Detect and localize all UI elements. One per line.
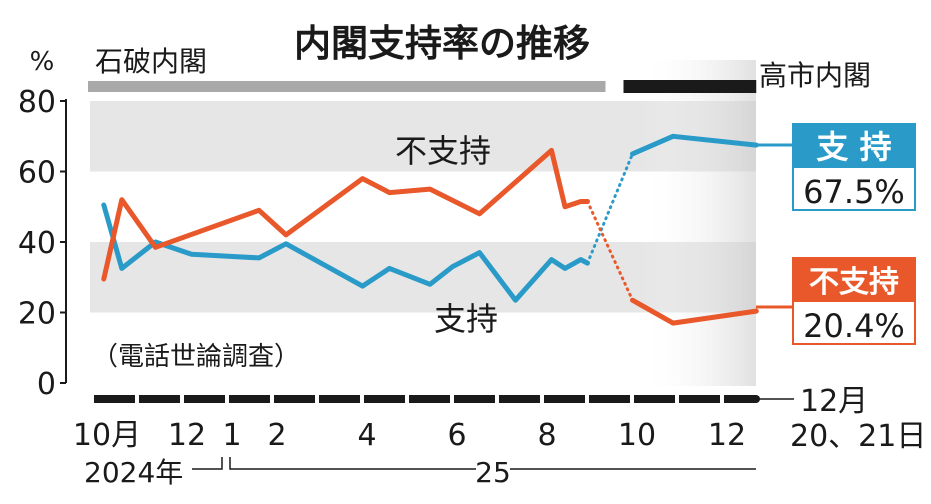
era-bar-1 [623,80,757,93]
x-tick-label-0: 10月 [73,418,141,453]
x-axis-separator-9 [495,393,499,405]
x-axis-separator-3 [225,393,229,405]
x-axis-separator-4 [270,393,274,405]
cabinet-eras: 石破内閣 高市内閣 [88,45,871,93]
x-tick-label-5: 6 [447,418,466,453]
series-label-approval: 支持 [434,300,498,338]
takaichi-period-shade [640,60,756,386]
latest-date-marker [752,395,760,403]
latest-box-disapproval: 不支持 20.4% [756,257,916,345]
x-axis-separator-1 [135,393,139,405]
x-axis-separator-2 [180,393,184,405]
x-tick-label-4: 4 [357,418,376,453]
year-label-2024: 2024年 [84,456,183,489]
x-axis-separator-14 [720,393,724,405]
x-tick-label-6: 8 [537,418,556,453]
x-tick-label-2: 1 [222,418,241,453]
series-line-0-segment-0 [101,202,590,303]
series-line-1-segment-1 [586,200,634,302]
y-axis: 0 20 40 60 80 [18,85,67,402]
x-axis: 10月 12 1 2 4 6 8 10 12 [73,393,794,453]
x-axis-separator-0 [90,393,94,405]
survey-note: （電話世論調査） [92,342,300,372]
year-brackets: 2024年 25 [84,456,756,489]
x-axis-band [90,395,756,403]
x-axis-separator-5 [315,393,319,405]
series-line-1-segment-0 [101,147,590,282]
y-axis-unit: % [30,47,55,77]
latest-label-approval: 支 持 [816,128,891,166]
y-tick-label-20: 20 [18,297,56,332]
x-axis-separator-8 [450,393,454,405]
latest-label-disapproval: 不支持 [809,265,899,300]
y-tick-label-40: 40 [18,226,56,261]
series-line-1-segment-2 [630,297,759,326]
series-line-0-segment-2 [630,133,759,157]
x-tick-label-1: 12 [168,418,206,453]
latest-value-disapproval: 20.4% [803,307,905,345]
x-tick-label-3: 2 [267,418,286,453]
series-line-0-segment-1 [586,152,634,265]
x-axis-separator-11 [585,393,589,405]
y-tick-label-60: 60 [18,156,56,191]
era-label-0: 石破内閣 [95,45,207,78]
x-axis-separator-6 [360,393,364,405]
era-bar-0 [88,81,606,92]
x-axis-separator-12 [630,393,634,405]
x-axis-separator-13 [675,393,679,405]
latest-date-month: 12月 [800,384,868,419]
era-label-1: 高市内閣 [759,59,871,92]
x-axis-separator-7 [405,393,409,405]
y-tick-label-0: 0 [37,367,56,402]
latest-box-approval: 支 持 67.5% [756,123,916,211]
year-label-2025: 25 [475,456,511,489]
y-tick-label-80: 80 [18,85,56,120]
latest-value-approval: 67.5% [803,173,905,211]
series-lines [101,133,759,326]
latest-date-days: 20、21日 [790,419,926,454]
x-tick-label-7: 10 [618,418,656,453]
series-label-disapproval: 不支持 [395,132,491,170]
x-tick-label-8: 12 [708,418,746,453]
x-axis-separator-10 [540,393,544,405]
chart-title: 内閣支持率の推移 [294,22,590,65]
